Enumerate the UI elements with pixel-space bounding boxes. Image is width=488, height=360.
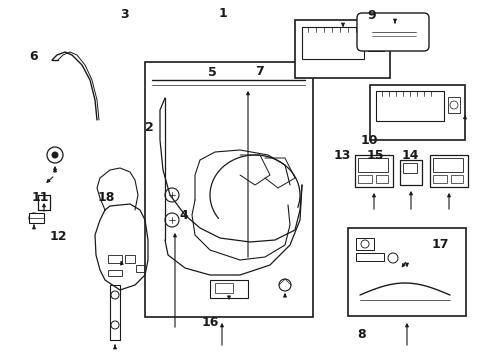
Text: 4: 4 [179, 209, 187, 222]
Bar [110, 285, 120, 340]
Bar [215, 283, 232, 293]
Text: 6: 6 [29, 50, 38, 63]
Bar [108, 270, 122, 276]
Bar [29, 213, 44, 223]
Text: 5: 5 [208, 66, 217, 78]
Text: 8: 8 [357, 328, 366, 341]
Bar [357, 158, 387, 172]
Bar [399, 160, 421, 185]
Bar [355, 238, 373, 250]
Bar [447, 97, 459, 113]
Bar [136, 265, 143, 272]
Text: 12: 12 [50, 230, 67, 243]
Bar [402, 163, 416, 173]
Circle shape [52, 152, 58, 158]
Bar [125, 255, 135, 263]
FancyBboxPatch shape [356, 13, 428, 51]
Bar [375, 175, 387, 183]
Bar [432, 175, 446, 183]
Bar [302, 27, 363, 59]
Text: 14: 14 [401, 149, 419, 162]
Text: 16: 16 [201, 316, 219, 329]
Text: 2: 2 [144, 121, 153, 134]
Bar [145, 62, 312, 317]
Text: 10: 10 [360, 134, 377, 147]
Bar [355, 253, 383, 261]
Bar [450, 175, 462, 183]
Bar [367, 33, 383, 51]
Text: 1: 1 [218, 7, 226, 20]
Bar [357, 175, 371, 183]
Text: 13: 13 [333, 149, 350, 162]
Text: 17: 17 [430, 238, 448, 251]
Bar [354, 155, 392, 187]
Bar [375, 91, 443, 121]
Text: 11: 11 [31, 191, 49, 204]
Text: 7: 7 [254, 65, 263, 78]
Bar [209, 280, 247, 298]
Bar [369, 85, 464, 140]
Bar [108, 255, 122, 263]
Text: 9: 9 [366, 9, 375, 22]
Bar [294, 20, 389, 78]
Text: 18: 18 [98, 191, 115, 204]
Bar [347, 228, 465, 316]
Bar [429, 155, 467, 187]
Bar [432, 158, 462, 172]
Text: 3: 3 [120, 8, 129, 21]
Text: 15: 15 [366, 149, 384, 162]
